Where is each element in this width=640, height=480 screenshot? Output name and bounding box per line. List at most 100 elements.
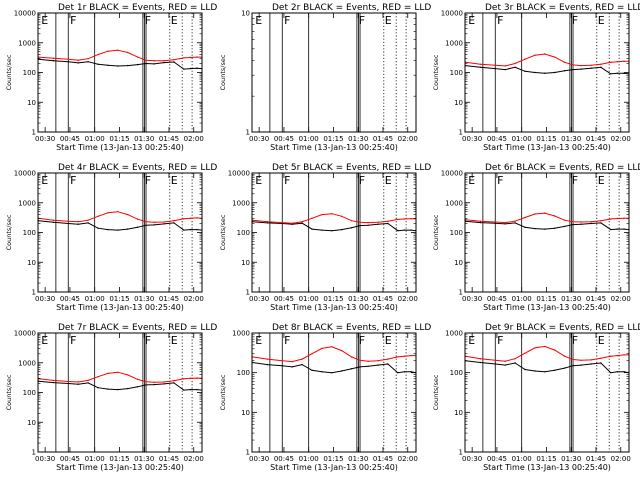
data-point-events bbox=[183, 229, 185, 231]
data-point-events bbox=[403, 229, 406, 231]
x-tick-label: 01:15 bbox=[536, 295, 556, 303]
data-point-events bbox=[524, 70, 526, 73]
data-point-lld bbox=[127, 213, 129, 216]
data-point-events bbox=[173, 382, 175, 384]
data-point-events bbox=[554, 71, 556, 74]
data-point-lld bbox=[331, 346, 333, 348]
y-tick-label: 10000 bbox=[441, 10, 463, 18]
data-point-lld bbox=[291, 222, 293, 224]
data-point-events bbox=[600, 222, 602, 224]
data-point-events bbox=[127, 64, 129, 67]
data-point-lld bbox=[107, 372, 109, 375]
data-point-events bbox=[311, 228, 313, 230]
chart-title: Det 2r BLACK = Events, RED = LLD bbox=[272, 3, 431, 13]
data-point-lld bbox=[145, 221, 147, 223]
data-point-lld bbox=[397, 218, 399, 221]
data-point-events bbox=[77, 383, 79, 385]
flag-label: E bbox=[41, 174, 48, 187]
data-point-events bbox=[563, 367, 566, 369]
x-tick-label: 01:30 bbox=[134, 135, 154, 143]
data-point-events bbox=[127, 387, 129, 390]
flag-label: F bbox=[359, 334, 365, 347]
flag-label: E bbox=[468, 14, 475, 27]
data-point-events bbox=[145, 384, 147, 386]
data-point-lld bbox=[87, 379, 89, 382]
x-tick-label: 01:15 bbox=[109, 135, 129, 143]
flag-label: E bbox=[41, 334, 48, 347]
data-point-events bbox=[387, 363, 389, 365]
data-point-lld bbox=[77, 381, 79, 383]
data-point-lld bbox=[163, 221, 165, 223]
chart-title: Det 7r BLACK = Events, RED = LLD bbox=[58, 323, 217, 333]
plot-frame bbox=[37, 12, 203, 133]
data-point-lld bbox=[52, 57, 55, 59]
data-point-events bbox=[87, 61, 89, 63]
data-point-lld bbox=[534, 213, 536, 215]
data-point-lld bbox=[410, 354, 412, 357]
data-point-events bbox=[145, 224, 147, 226]
flag-label: F bbox=[359, 14, 365, 27]
data-point-lld bbox=[145, 59, 147, 61]
data-point-lld bbox=[623, 217, 625, 219]
x-tick-label: 01:15 bbox=[109, 295, 129, 303]
flag-label: F bbox=[359, 174, 365, 187]
data-point-lld bbox=[183, 218, 185, 220]
data-point-lld bbox=[136, 56, 139, 58]
y-tick-label: 1 bbox=[246, 289, 250, 297]
flag-label: E bbox=[598, 174, 605, 187]
data-point-events bbox=[494, 222, 496, 224]
data-point-lld bbox=[87, 219, 89, 221]
x-tick-label: 00:30 bbox=[35, 135, 55, 143]
data-point-lld bbox=[563, 219, 566, 221]
data-point-lld bbox=[136, 218, 139, 220]
y-axis-label: Counts/sec bbox=[5, 214, 13, 250]
x-tick-label: 01:00 bbox=[85, 295, 105, 303]
data-point-events bbox=[572, 365, 574, 367]
data-point-events bbox=[410, 229, 412, 231]
data-point-events bbox=[173, 61, 175, 63]
data-point-events bbox=[196, 228, 198, 231]
data-point-lld bbox=[52, 379, 55, 382]
x-tick-label: 00:30 bbox=[249, 135, 269, 143]
y-tick-label: 10 bbox=[27, 419, 36, 427]
flag-label: F bbox=[284, 14, 290, 27]
data-point-events bbox=[196, 67, 198, 69]
data-point-lld bbox=[189, 377, 192, 379]
data-point-lld bbox=[544, 53, 546, 55]
x-tick-label: 02:00 bbox=[611, 295, 631, 303]
data-point-events bbox=[600, 66, 602, 69]
data-point-events bbox=[616, 371, 619, 373]
x-tick-label: 01:15 bbox=[109, 455, 129, 463]
series-line-lld bbox=[252, 213, 416, 224]
x-tick-label: 01:45 bbox=[373, 295, 393, 303]
x-tick-label: 01:15 bbox=[536, 455, 556, 463]
flag-label: E bbox=[171, 14, 178, 27]
data-point-events bbox=[97, 387, 99, 389]
data-point-lld bbox=[524, 58, 526, 60]
data-point-events bbox=[367, 224, 369, 226]
data-point-lld bbox=[367, 360, 369, 362]
data-point-lld bbox=[153, 221, 155, 223]
y-tick-label: 1000 bbox=[445, 39, 463, 47]
x-tick-label: 02:00 bbox=[184, 135, 204, 143]
y-tick-label: 100 bbox=[23, 229, 36, 237]
data-point-lld bbox=[580, 64, 582, 67]
x-tick-label: 00:45 bbox=[60, 135, 80, 143]
y-tick-label: 100 bbox=[450, 69, 463, 77]
data-point-events bbox=[321, 371, 323, 373]
data-point-events bbox=[610, 228, 612, 231]
x-tick-label: 00:45 bbox=[274, 455, 294, 463]
data-point-events bbox=[117, 65, 119, 67]
x-tick-label: 02:00 bbox=[398, 135, 418, 143]
flag-label: F bbox=[572, 174, 578, 187]
x-tick-label: 01:15 bbox=[323, 295, 343, 303]
x-tick-label: 01:00 bbox=[512, 135, 532, 143]
data-point-events bbox=[377, 223, 379, 225]
flag-label: E bbox=[385, 174, 392, 187]
data-point-lld bbox=[196, 217, 198, 219]
